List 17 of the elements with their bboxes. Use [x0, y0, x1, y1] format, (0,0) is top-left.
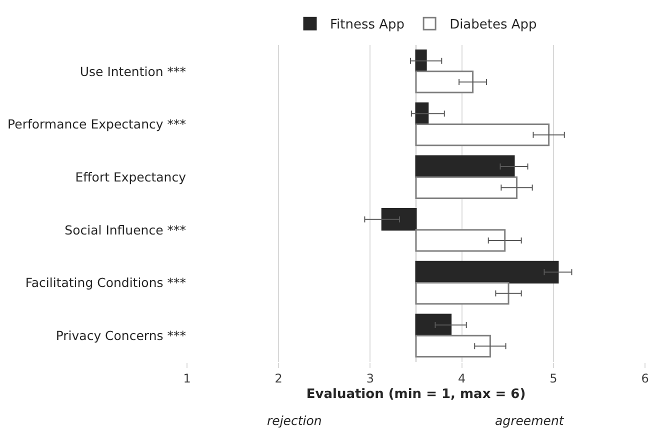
x-tick-label: 1	[183, 371, 191, 386]
y-tick-label: Facilitating Conditions ***	[25, 275, 186, 290]
text: agreement	[495, 413, 565, 428]
y-tick-label: Effort Expectancy	[75, 169, 187, 184]
text: rejection	[267, 413, 322, 428]
x-tick-label: 6	[641, 371, 649, 386]
y-tick-label: Social Influence ***	[64, 222, 186, 238]
legend-label: Diabetes App	[450, 18, 537, 33]
x-tick-label: 4	[458, 371, 466, 386]
y-tick-label: Privacy Concerns ***	[56, 328, 186, 343]
y-tick-label: Performance Expectancy ***	[8, 116, 186, 132]
x-axis-title: Evaluation (min = 1, max = 6)	[306, 387, 526, 402]
legend-label: Fitness App	[330, 18, 405, 33]
x-tick-label: 3	[366, 371, 374, 386]
y-tick-label: Use Intention ***	[80, 64, 186, 79]
x-tick-label: 2	[274, 371, 282, 386]
x-tick-label: 5	[550, 371, 558, 386]
